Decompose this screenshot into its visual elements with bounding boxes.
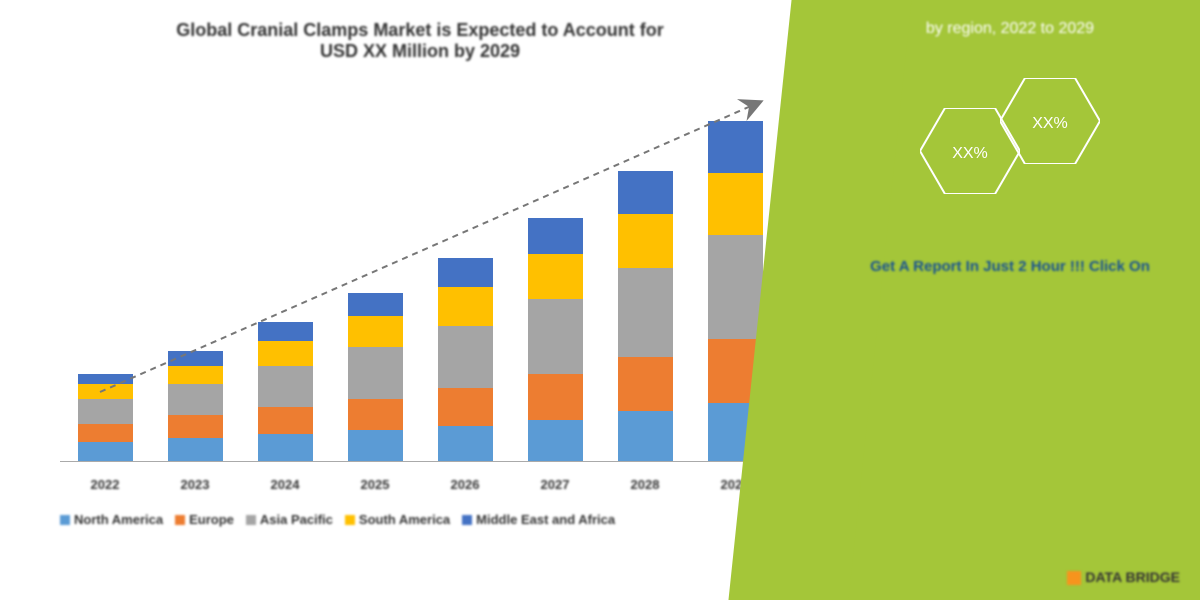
side-panel-title: by region, 2022 to 2029 xyxy=(840,20,1180,38)
legend-item: Europe xyxy=(175,512,234,527)
legend-item: Middle East and Africa xyxy=(462,512,615,527)
main-chart-panel: Global Cranial Clamps Market is Expected… xyxy=(0,0,820,600)
bar-2027 xyxy=(528,218,583,461)
legend-label: Europe xyxy=(189,512,234,527)
legend-swatch xyxy=(345,515,355,525)
bar-segment xyxy=(258,407,313,434)
bar-segment xyxy=(78,424,133,443)
bar-segment xyxy=(258,366,313,407)
legend-item: Asia Pacific xyxy=(246,512,333,527)
bar-2026 xyxy=(438,258,493,461)
bar-segment xyxy=(168,384,223,415)
stacked-bar-chart xyxy=(60,122,780,462)
side-panel: by region, 2022 to 2029 XX% XX% Get A Re… xyxy=(820,0,1200,600)
bar-segment xyxy=(618,171,673,215)
bar-segment xyxy=(708,173,763,235)
bar-segment xyxy=(528,254,583,300)
legend-label: Asia Pacific xyxy=(260,512,333,527)
bar-segment xyxy=(258,434,313,461)
legend-label: Middle East and Africa xyxy=(476,512,615,527)
bar-segment xyxy=(618,357,673,411)
bar-segment xyxy=(528,420,583,461)
bar-segment xyxy=(168,366,223,385)
x-label: 2026 xyxy=(438,477,493,492)
bar-segment xyxy=(78,399,133,424)
chart-legend: North America Europe Asia Pacific South Ame… xyxy=(40,512,800,527)
legend-swatch xyxy=(60,515,70,525)
footer-brand: DATA BRIDGE xyxy=(1067,569,1180,585)
bar-segment xyxy=(618,214,673,268)
legend-label: North America xyxy=(74,512,163,527)
bar-segment xyxy=(168,415,223,438)
legend-swatch xyxy=(462,515,472,525)
x-axis-labels: 20222023202420252026202720282029 xyxy=(60,477,780,492)
bar-segment xyxy=(348,430,403,461)
bar-segment xyxy=(438,388,493,425)
bar-segment xyxy=(348,316,403,347)
bar-segment xyxy=(168,351,223,366)
x-label: 2025 xyxy=(348,477,403,492)
bar-segment xyxy=(78,442,133,461)
bar-segment xyxy=(708,235,763,339)
bar-segment xyxy=(438,258,493,287)
bar-segment xyxy=(528,218,583,253)
hex-2-label: XX% xyxy=(1032,115,1068,132)
chart-title: Global Cranial Clamps Market is Expected… xyxy=(40,20,800,62)
bar-segment xyxy=(258,341,313,366)
x-label: 2027 xyxy=(528,477,583,492)
bar-segment xyxy=(258,322,313,341)
title-line-1: Global Cranial Clamps Market is Expected… xyxy=(176,20,663,40)
chart-area: 20222023202420252026202720282029 xyxy=(60,92,780,492)
bar-2022 xyxy=(78,374,133,461)
bar-2028 xyxy=(618,171,673,461)
hexagon-graphic: XX% XX% xyxy=(910,78,1110,228)
x-label: 2028 xyxy=(618,477,673,492)
bar-segment xyxy=(168,438,223,461)
bar-2025 xyxy=(348,293,403,461)
bar-segment xyxy=(348,347,403,399)
bar-segment xyxy=(348,293,403,316)
x-label: 2023 xyxy=(168,477,223,492)
legend-label: South America xyxy=(359,512,450,527)
bar-segment xyxy=(78,384,133,399)
hex-1-label: XX% xyxy=(952,145,988,162)
bar-segment xyxy=(438,426,493,461)
x-label: 2024 xyxy=(258,477,313,492)
bar-2023 xyxy=(168,351,223,461)
legend-item: South America xyxy=(345,512,450,527)
bar-segment xyxy=(618,411,673,461)
bar-segment xyxy=(348,399,403,430)
hex-2: XX% xyxy=(1000,78,1100,164)
bar-2024 xyxy=(258,322,313,461)
bar-segment xyxy=(438,287,493,326)
x-label: 2022 xyxy=(78,477,133,492)
cta-link[interactable]: Get A Report In Just 2 Hour !!! Click On xyxy=(840,258,1180,275)
bar-segment xyxy=(78,374,133,384)
legend-item: North America xyxy=(60,512,163,527)
legend-swatch xyxy=(175,515,185,525)
bar-segment xyxy=(438,326,493,388)
bar-segment xyxy=(528,299,583,374)
bar-segment xyxy=(618,268,673,357)
brand-icon xyxy=(1067,571,1081,585)
legend-swatch xyxy=(246,515,256,525)
bar-segment xyxy=(528,374,583,420)
bar-segment xyxy=(708,121,763,173)
brand-text: DATA BRIDGE xyxy=(1085,569,1180,585)
title-line-2: USD XX Million by 2029 xyxy=(320,41,520,61)
